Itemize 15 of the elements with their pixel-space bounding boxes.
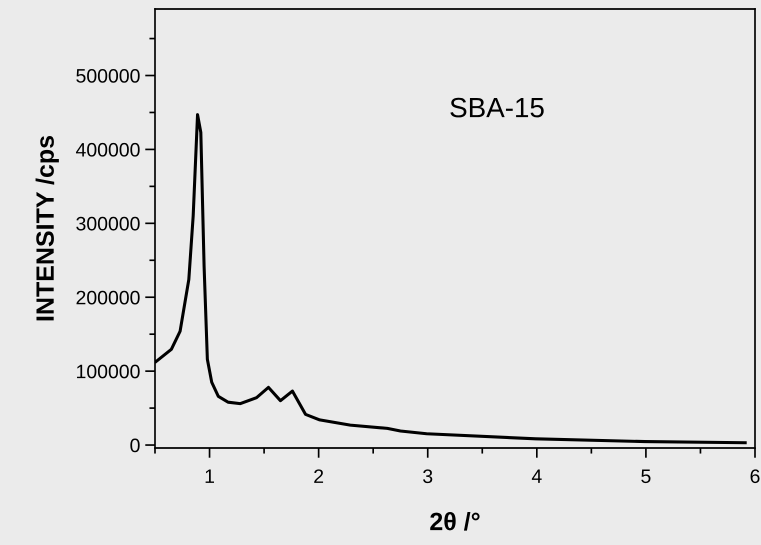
x-tick-label: 4 — [532, 470, 542, 483]
x-tick-label: 5 — [641, 470, 650, 484]
y-tick-label: 300000 — [76, 216, 140, 231]
y-tick-label: 200000 — [76, 290, 140, 304]
x-tick-label: 1 — [206, 470, 214, 483]
annotation: SBA-15 — [450, 98, 544, 118]
x-tick-label: 3 — [423, 469, 432, 484]
y-axis-title: INTENSITY /cps — [36, 136, 59, 320]
x-tick-label: 2 — [314, 469, 324, 483]
y-tick-label: 400000 — [76, 142, 140, 157]
y-tick-label: 0 — [130, 438, 140, 452]
x-axis-title: 2θ /° — [430, 512, 480, 531]
y-tick-label: 100000 — [77, 364, 140, 378]
x-tick-label: 6 — [750, 469, 760, 484]
y-tick-label: 500000 — [76, 68, 140, 83]
